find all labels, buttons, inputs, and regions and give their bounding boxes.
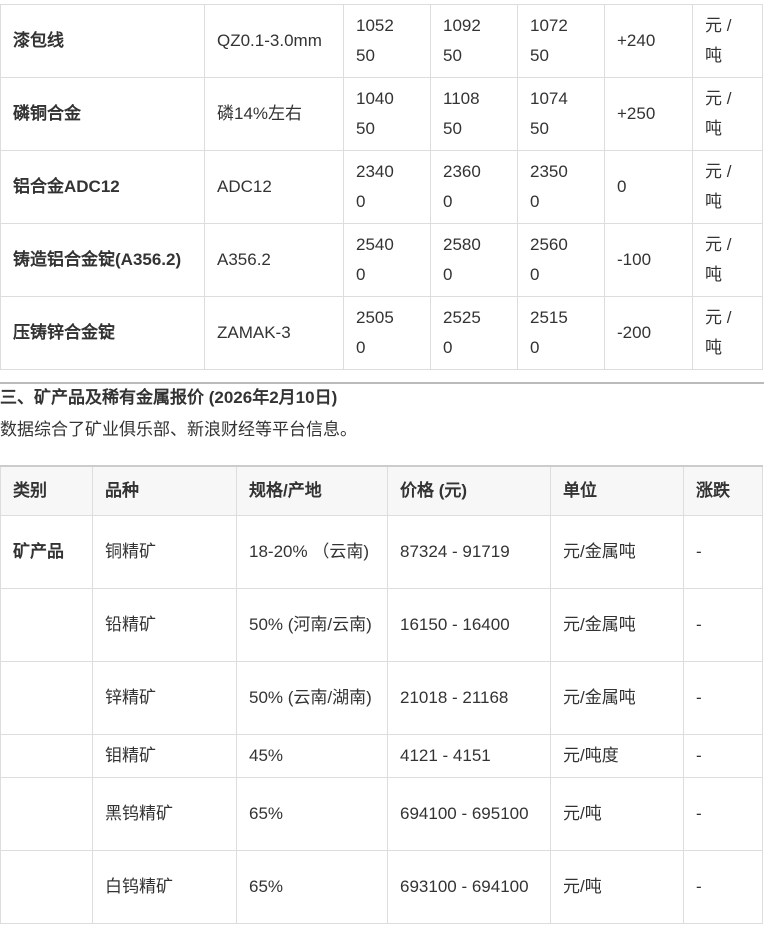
variety-cell: 白钨精矿: [92, 850, 237, 924]
category-cell: 矿产品: [0, 515, 93, 589]
low-price-cell: 25050: [343, 296, 431, 370]
category-cell: [0, 734, 93, 778]
price-range-cell: 694100 - 695100: [387, 777, 551, 851]
spec-cell: 50% (云南/湖南): [236, 661, 388, 735]
unit-cell: 元 / 吨: [692, 77, 763, 151]
variety-cell: 锌精矿: [92, 661, 237, 735]
price-change-cell: -200: [604, 296, 693, 370]
unit-cell: 元 / 吨: [692, 296, 763, 370]
table-row: 矿产品 铜精矿 18-20% （云南) 87324 - 91719 元/金属吨 -: [0, 515, 763, 589]
variety-cell: 钼精矿: [92, 734, 237, 778]
avg-price-cell: 25600: [517, 223, 605, 297]
spec-cell: A356.2: [204, 223, 344, 297]
table-row: 锌精矿 50% (云南/湖南) 21018 - 21168 元/金属吨 -: [0, 661, 763, 735]
unit-cell: 元/金属吨: [550, 515, 684, 589]
column-header: 价格 (元): [387, 465, 551, 516]
price-change-cell: -: [683, 515, 763, 589]
low-price-cell: 23400: [343, 150, 431, 224]
price-range-cell: 16150 - 16400: [387, 588, 551, 662]
avg-price-cell: 25150: [517, 296, 605, 370]
price-change-cell: -: [683, 850, 763, 924]
avg-price-cell: 107250: [517, 4, 605, 78]
category-cell: [0, 777, 93, 851]
low-price-cell: 105250: [343, 4, 431, 78]
column-header: 涨跌: [683, 465, 763, 516]
unit-cell: 元 / 吨: [692, 223, 763, 297]
product-name-cell: 磷铜合金: [0, 77, 205, 151]
unit-cell: 元/金属吨: [550, 661, 684, 735]
low-price-cell: 104050: [343, 77, 431, 151]
table-row: 漆包线 QZ0.1-3.0mm 105250 109250 107250 +240 元 / …: [0, 4, 763, 78]
spec-cell: 磷14%左右: [204, 77, 344, 151]
product-name-cell: 压铸锌合金锭: [0, 296, 205, 370]
spec-cell: QZ0.1-3.0mm: [204, 4, 344, 78]
table-row: 钼精矿 45% 4121 - 4151 元/吨度 -: [0, 734, 763, 778]
high-price-cell: 25250: [430, 296, 518, 370]
high-price-cell: 109250: [430, 4, 518, 78]
table-row: 铅精矿 50% (河南/云南) 16150 - 16400 元/金属吨 -: [0, 588, 763, 662]
category-cell: [0, 588, 93, 662]
category-cell: [0, 850, 93, 924]
price-change-cell: +250: [604, 77, 693, 151]
unit-cell: 元/吨: [550, 777, 684, 851]
spec-cell: ADC12: [204, 150, 344, 224]
product-name-cell: 漆包线: [0, 4, 205, 78]
price-change-cell: +240: [604, 4, 693, 78]
product-name-cell: 铸造铝合金锭(A356.2): [0, 223, 205, 297]
price-change-cell: -: [683, 588, 763, 662]
column-header: 类别: [0, 465, 93, 516]
high-price-cell: 23600: [430, 150, 518, 224]
unit-cell: 元 / 吨: [692, 4, 763, 78]
table-row: 白钨精矿 65% 693100 - 694100 元/吨 -: [0, 850, 763, 924]
high-price-cell: 25800: [430, 223, 518, 297]
section-heading: 三、矿产品及稀有金属报价 (2026年2月10日): [0, 388, 338, 407]
spec-cell: 45%: [236, 734, 388, 778]
spec-cell: 65%: [236, 777, 388, 851]
spec-cell: 65%: [236, 850, 388, 924]
column-header: 单位: [550, 465, 684, 516]
price-change-cell: -100: [604, 223, 693, 297]
variety-cell: 铅精矿: [92, 588, 237, 662]
column-header: 品种: [92, 465, 237, 516]
product-name-cell: 铝合金ADC12: [0, 150, 205, 224]
price-change-cell: -: [683, 777, 763, 851]
price-range-cell: 21018 - 21168: [387, 661, 551, 735]
variety-cell: 黑钨精矿: [92, 777, 237, 851]
price-change-cell: -: [683, 734, 763, 778]
table-row: 黑钨精矿 65% 694100 - 695100 元/吨 -: [0, 777, 763, 851]
avg-price-cell: 23500: [517, 150, 605, 224]
spec-cell: ZAMAK-3: [204, 296, 344, 370]
high-price-cell: 110850: [430, 77, 518, 151]
alloy-price-table: 漆包线 QZ0.1-3.0mm 105250 109250 107250 +240 元 / …: [0, 4, 763, 370]
table-row: 铝合金ADC12 ADC12 23400 23600 23500 0 元 / 吨: [0, 150, 763, 224]
variety-cell: 铜精矿: [92, 515, 237, 589]
spec-cell: 50% (河南/云南): [236, 588, 388, 662]
table-header-row: 类别 品种 规格/产地 价格 (元) 单位 涨跌: [0, 465, 763, 516]
price-range-cell: 4121 - 4151: [387, 734, 551, 778]
avg-price-cell: 107450: [517, 77, 605, 151]
source-note: 数据综合了矿业俱乐部、新浪财经等平台信息。: [0, 420, 357, 439]
unit-cell: 元/吨度: [550, 734, 684, 778]
table-row: 磷铜合金 磷14%左右 104050 110850 107450 +250 元 / 吨: [0, 77, 763, 151]
unit-cell: 元/金属吨: [550, 588, 684, 662]
table-row: 铸造铝合金锭(A356.2) A356.2 25400 25800 25600 -100 元…: [0, 223, 763, 297]
table-row: 压铸锌合金锭 ZAMAK-3 25050 25250 25150 -200 元 / 吨: [0, 296, 763, 370]
section-divider: [0, 382, 764, 384]
unit-cell: 元/吨: [550, 850, 684, 924]
column-header: 规格/产地: [236, 465, 388, 516]
price-range-cell: 87324 - 91719: [387, 515, 551, 589]
unit-cell: 元 / 吨: [692, 150, 763, 224]
price-range-cell: 693100 - 694100: [387, 850, 551, 924]
spec-cell: 18-20% （云南): [236, 515, 388, 589]
price-change-cell: 0: [604, 150, 693, 224]
ore-price-table: 类别 品种 规格/产地 价格 (元) 单位 涨跌 矿产品 铜精矿 18-20% （云南) 873…: [0, 465, 763, 924]
category-cell: [0, 661, 93, 735]
low-price-cell: 25400: [343, 223, 431, 297]
price-change-cell: -: [683, 661, 763, 735]
